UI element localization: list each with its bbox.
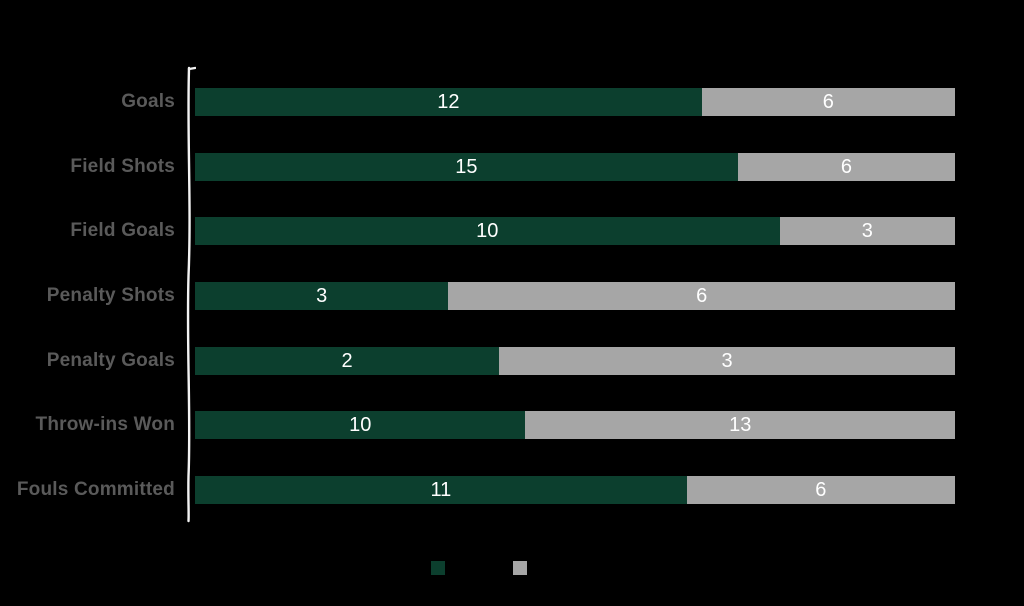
bar-value: 6 xyxy=(815,479,827,502)
chart-row-penalty-shots: Penalty Shots 3 6 xyxy=(0,282,1024,311)
bar-track: 11 6 xyxy=(195,476,955,505)
category-label: Penalty Shots xyxy=(46,285,175,307)
bar-value: 10 xyxy=(476,220,499,243)
bar-value: 6 xyxy=(696,285,708,308)
bar-value: 12 xyxy=(437,91,460,113)
bar-value: 6 xyxy=(840,155,852,178)
series-1-bar-segment: 12 xyxy=(195,88,702,116)
bar-value: 13 xyxy=(729,414,752,437)
category-label: Fouls Committed xyxy=(16,479,175,501)
chart-row-throw-ins-won: Throw-ins Won 10 13 xyxy=(0,411,1024,440)
category-label: Field Shots xyxy=(70,155,175,177)
series-1-bar-segment: 2 xyxy=(195,346,499,375)
bar-track: 3 6 xyxy=(195,282,955,311)
bar-value: 3 xyxy=(721,349,733,372)
chart-row-field-goals: Field Goals 10 3 xyxy=(0,217,1024,246)
series-1-bar-segment: 11 xyxy=(195,476,687,505)
series-2-bar-segment: 6 xyxy=(701,88,955,116)
series-2-bar-segment: 3 xyxy=(499,346,955,375)
category-label: Penalty Goals xyxy=(46,349,175,371)
y-axis-line xyxy=(186,66,196,523)
bar-track: 10 3 xyxy=(195,217,955,246)
chart-legend xyxy=(431,561,527,575)
chart-rows: Goals 12 6 Field Shots 15 6 Field Goals … xyxy=(0,88,1024,541)
series-1-bar-segment: 15 xyxy=(195,152,738,181)
bar-track: 15 6 xyxy=(195,152,955,181)
bar-value: 3 xyxy=(316,285,328,308)
bar-track: 10 13 xyxy=(195,411,955,440)
legend-swatch-series-2 xyxy=(513,561,527,575)
category-label: Goals xyxy=(121,91,175,112)
bar-value: 2 xyxy=(341,349,353,372)
series-1-bar-segment: 10 xyxy=(195,411,526,440)
bar-value: 6 xyxy=(822,91,834,113)
bar-value: 10 xyxy=(349,414,372,437)
chart-row-fouls-committed: Fouls Committed 11 6 xyxy=(0,476,1024,505)
bar-value: 3 xyxy=(861,220,873,243)
series-2-bar-segment: 13 xyxy=(525,411,955,440)
series-1-bar-segment: 3 xyxy=(195,282,449,311)
chart-row-field-shots: Field Shots 15 6 xyxy=(0,152,1024,181)
series-2-bar-segment: 3 xyxy=(779,217,955,246)
bar-track: 2 3 xyxy=(195,346,955,375)
category-label: Throw-ins Won xyxy=(35,414,175,436)
legend-swatch-series-1 xyxy=(431,561,445,575)
series-2-bar-segment: 6 xyxy=(686,476,955,505)
series-2-bar-segment: 6 xyxy=(737,152,955,181)
chart-row-penalty-goals: Penalty Goals 2 3 xyxy=(0,346,1024,375)
bar-value: 15 xyxy=(455,155,478,178)
chart-row-goals: Goals 12 6 xyxy=(0,88,1024,116)
series-2-bar-segment: 6 xyxy=(448,282,955,311)
bar-value: 11 xyxy=(430,479,452,502)
bar-track: 12 6 xyxy=(195,88,955,116)
series-1-bar-segment: 10 xyxy=(195,217,780,246)
category-label: Field Goals xyxy=(70,220,175,242)
